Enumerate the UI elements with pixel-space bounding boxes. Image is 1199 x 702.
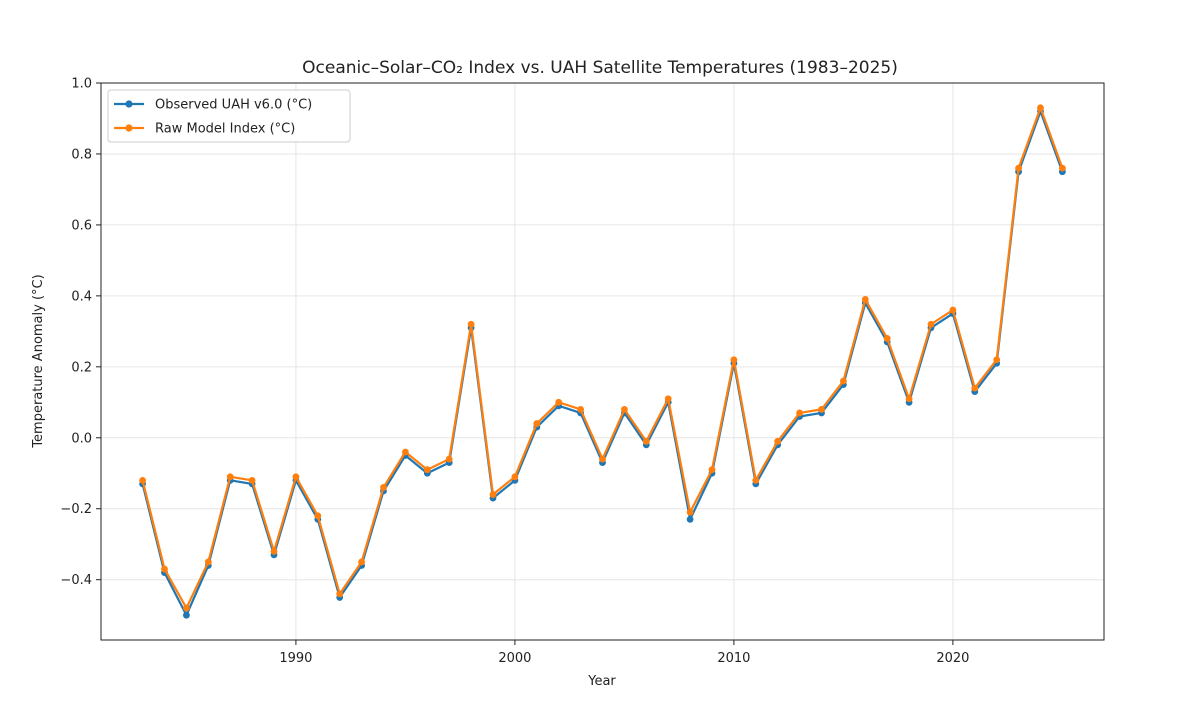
- data-point: [927, 320, 935, 328]
- x-axis-label: Year: [587, 674, 616, 689]
- data-point: [1058, 164, 1066, 172]
- data-point: [620, 405, 628, 413]
- legend-box: [107, 89, 351, 143]
- data-point: [577, 405, 585, 413]
- data-point: [226, 473, 234, 481]
- data-point: [161, 565, 168, 573]
- y-axis-label: Temperature Anomaly (°C): [31, 274, 46, 448]
- y-tick-label: 0.2: [71, 360, 92, 375]
- y-tick-label: 0.4: [71, 289, 92, 304]
- y-tick-label: 1.0: [71, 77, 92, 92]
- data-point: [314, 512, 322, 520]
- data-point: [555, 398, 563, 406]
- series-layer: [139, 104, 1066, 619]
- data-point: [774, 437, 782, 445]
- data-point: [511, 473, 519, 481]
- data-point: [861, 296, 869, 303]
- data-point: [533, 420, 541, 427]
- series-line: [141, 110, 1064, 617]
- data-point: [993, 356, 1001, 364]
- data-point: [686, 508, 694, 516]
- data-point: [599, 455, 606, 463]
- data-point: [139, 476, 147, 484]
- data-point: [839, 377, 847, 385]
- data-point: [708, 466, 716, 474]
- legend-label-observed: Observed UAH v6.0 (°C): [155, 98, 312, 113]
- data-point: [358, 558, 366, 566]
- y-tick-label: 0.8: [71, 147, 92, 162]
- data-point: [270, 547, 278, 555]
- data-point: [380, 484, 387, 491]
- legend-marker-observed: [125, 100, 133, 108]
- x-tick-label: 2000: [498, 651, 531, 666]
- x-tick-label: 2020: [936, 651, 969, 666]
- data-point: [183, 604, 190, 612]
- data-point: [664, 395, 672, 403]
- y-tick-label: 0.0: [71, 431, 92, 446]
- data-point: [336, 590, 344, 598]
- data-point: [883, 335, 891, 342]
- x-tick-label: 2010: [717, 651, 750, 666]
- y-tick-label: −0.2: [60, 502, 92, 517]
- data-point: [467, 320, 475, 328]
- y-axis: −0.4 −0.2 0.0 0.2 0.4 0.6 0.8 1.0: [60, 77, 101, 588]
- chart-title: Oceanic–Solar–CO₂ Index vs. UAH Satellit…: [302, 58, 898, 78]
- x-axis: 1990 2000 2010 2020: [279, 640, 969, 666]
- y-tick-label: −0.4: [60, 573, 92, 588]
- data-point: [402, 448, 409, 456]
- data-point: [489, 491, 497, 498]
- y-tick-label: 0.6: [71, 218, 92, 233]
- grid: [101, 82, 1104, 640]
- data-point: [292, 473, 300, 481]
- data-point: [796, 409, 803, 417]
- series-model: [139, 104, 1066, 612]
- data-point: [949, 306, 957, 314]
- data-point: [818, 405, 825, 413]
- data-point: [1015, 164, 1022, 172]
- data-point: [752, 476, 760, 484]
- data-point: [183, 611, 190, 619]
- x-tick-label: 1990: [279, 651, 312, 666]
- plot-frame: [100, 82, 1105, 641]
- data-point: [445, 455, 453, 463]
- data-point: [905, 395, 913, 403]
- data-point: [1037, 104, 1044, 112]
- data-point: [642, 437, 650, 445]
- data-point: [971, 384, 979, 392]
- data-point: [204, 558, 212, 566]
- legend: Observed UAH v6.0 (°C) Raw Model Index (…: [107, 89, 351, 143]
- legend-label-model: Raw Model Index (°C): [155, 122, 295, 137]
- data-point: [730, 356, 738, 364]
- data-point: [686, 515, 694, 523]
- legend-marker-model: [125, 124, 133, 132]
- data-point: [423, 466, 431, 474]
- data-point: [248, 476, 256, 484]
- series-observed: [139, 107, 1066, 619]
